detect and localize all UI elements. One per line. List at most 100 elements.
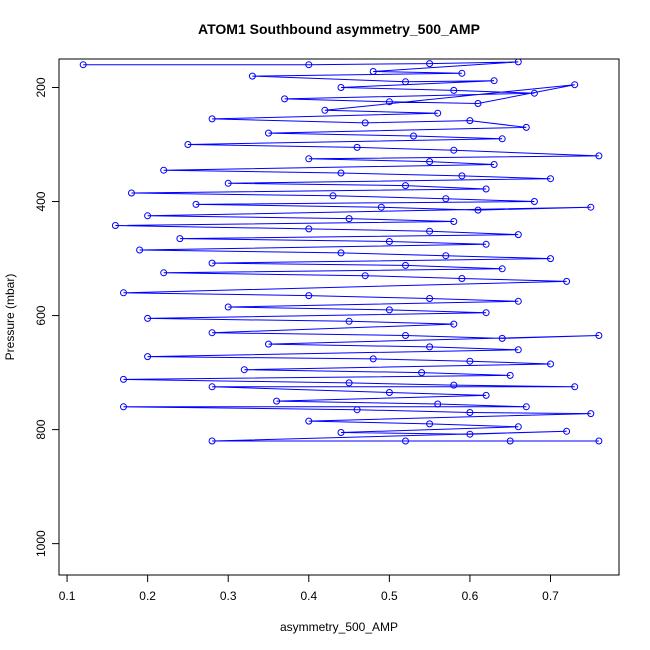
data-point bbox=[160, 166, 168, 174]
data-point bbox=[128, 189, 135, 197]
data-point bbox=[385, 306, 393, 314]
data-point bbox=[337, 84, 345, 91]
data-point bbox=[466, 357, 474, 365]
data-point bbox=[482, 240, 490, 248]
data-point bbox=[450, 86, 458, 94]
data-point bbox=[418, 369, 426, 377]
y-tick-label: 400 bbox=[34, 191, 48, 211]
data-point bbox=[595, 437, 603, 445]
data-point bbox=[345, 317, 353, 325]
data-point bbox=[595, 332, 603, 339]
data-point bbox=[587, 203, 595, 211]
data-point bbox=[337, 429, 345, 436]
x-tick-label: 0.7 bbox=[542, 589, 559, 603]
data-point bbox=[402, 332, 409, 339]
data-point bbox=[305, 155, 313, 163]
plot-frame bbox=[58, 58, 620, 576]
data-point bbox=[426, 227, 434, 235]
data-point bbox=[345, 215, 353, 223]
data-point bbox=[498, 135, 506, 143]
data-point bbox=[208, 259, 216, 267]
data-point bbox=[458, 172, 466, 180]
data-point bbox=[208, 329, 216, 337]
data-point bbox=[506, 437, 514, 445]
data-point bbox=[402, 261, 409, 269]
data-point bbox=[434, 109, 442, 117]
data-point bbox=[530, 198, 538, 205]
data-point bbox=[547, 360, 554, 368]
data-point bbox=[402, 437, 409, 445]
data-point bbox=[402, 78, 409, 86]
data-point bbox=[192, 200, 200, 208]
data-point bbox=[402, 182, 409, 190]
data-point bbox=[514, 59, 522, 66]
x-tick-label: 0.3 bbox=[220, 589, 237, 603]
data-point bbox=[144, 212, 152, 220]
data-point bbox=[426, 295, 434, 302]
data-point bbox=[329, 192, 337, 200]
data-point bbox=[273, 397, 281, 405]
y-tick-label: 1000 bbox=[34, 530, 48, 557]
data-point bbox=[426, 60, 434, 68]
x-tick-label: 0.5 bbox=[381, 589, 398, 603]
data-point bbox=[111, 222, 119, 229]
data-point bbox=[120, 403, 127, 411]
data-point bbox=[547, 175, 554, 183]
x-tick-label: 0.1 bbox=[59, 589, 76, 603]
data-point bbox=[305, 225, 313, 233]
data-point bbox=[337, 169, 345, 177]
data-point bbox=[208, 383, 216, 391]
data-point bbox=[474, 206, 482, 214]
data-point bbox=[385, 98, 393, 106]
data-point bbox=[571, 81, 579, 89]
y-tick-label: 800 bbox=[34, 419, 48, 439]
data-point bbox=[208, 437, 216, 445]
y-axis-label: Pressure (mbar) bbox=[3, 274, 17, 361]
data-point bbox=[305, 417, 313, 425]
data-point bbox=[514, 423, 522, 431]
data-marks bbox=[79, 59, 603, 445]
data-point bbox=[474, 100, 482, 107]
data-point bbox=[120, 375, 127, 383]
data-point bbox=[498, 265, 506, 273]
data-point bbox=[514, 346, 522, 354]
data-point bbox=[522, 123, 530, 131]
data-point bbox=[571, 383, 579, 391]
data-point bbox=[450, 146, 458, 154]
y-axis: 200 400 600 800 1000 bbox=[34, 77, 59, 557]
data-point bbox=[361, 272, 369, 280]
y-tick-label: 200 bbox=[34, 77, 48, 97]
data-point bbox=[442, 252, 450, 260]
data-point bbox=[458, 69, 466, 77]
data-point bbox=[466, 117, 474, 125]
data-point bbox=[224, 179, 232, 187]
data-point bbox=[377, 203, 385, 211]
x-tick-label: 0.2 bbox=[139, 589, 156, 603]
data-point bbox=[321, 106, 329, 114]
data-point bbox=[426, 420, 434, 428]
x-axis: 0.1 0.2 0.3 0.4 0.5 0.6 0.7 bbox=[59, 575, 559, 603]
data-point bbox=[184, 141, 192, 148]
data-point bbox=[434, 400, 442, 408]
data-point bbox=[281, 95, 289, 103]
data-point bbox=[345, 379, 353, 387]
data-point bbox=[522, 403, 530, 411]
data-point bbox=[466, 409, 474, 416]
data-point bbox=[337, 249, 345, 257]
data-point bbox=[240, 366, 248, 374]
data-point bbox=[442, 195, 450, 203]
data-point bbox=[426, 158, 434, 166]
series-line bbox=[83, 61, 599, 442]
data-point bbox=[369, 68, 377, 75]
data-point bbox=[79, 61, 87, 69]
x-tick-label: 0.6 bbox=[462, 589, 479, 603]
data-point bbox=[450, 218, 458, 225]
data-point bbox=[305, 292, 313, 300]
data-point bbox=[482, 185, 490, 193]
y-tick-label: 600 bbox=[34, 305, 48, 325]
data-point bbox=[385, 238, 393, 245]
data-point bbox=[369, 355, 377, 363]
data-point bbox=[410, 132, 417, 140]
data-point bbox=[144, 314, 152, 322]
data-point bbox=[353, 406, 361, 414]
